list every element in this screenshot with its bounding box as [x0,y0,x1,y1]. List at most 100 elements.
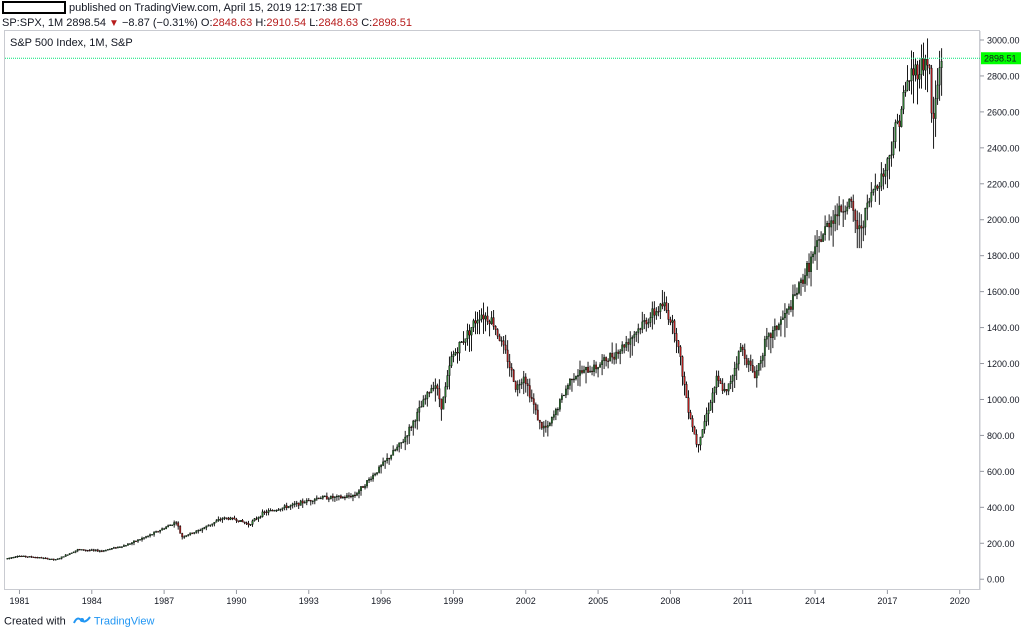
candle-body [319,497,322,500]
candle-body [569,378,571,386]
candle-body [386,458,389,461]
candle-body [890,154,893,156]
candle-body [669,319,672,323]
candle-body [767,333,770,337]
candle-body [633,334,636,338]
candle-body [603,357,606,361]
candle-body [894,122,897,142]
candle-body [125,545,127,547]
candle-body [711,392,714,403]
high-label: H: [255,17,267,29]
candles-layer [6,38,943,561]
open-label: O: [200,17,213,29]
candle-body [607,360,610,362]
candle-body [613,356,616,360]
candle-body [910,68,913,82]
candle-body [820,239,822,242]
candle-body [305,499,308,503]
candle-body [396,446,399,451]
candle-body [114,547,117,549]
candle-body [655,311,658,316]
candle-body [428,392,431,394]
candle-body [129,543,131,545]
candle-body [414,420,417,422]
price-axis[interactable]: 0.00 200.00 400.00 600.00 800.00 1000.00 1200.… [979,31,1020,590]
candle-body [52,558,55,560]
candle-body [191,532,194,534]
candle-body [581,370,583,373]
time-tick-label: 2014 [805,596,825,606]
candle-body [651,308,654,318]
candle-body [848,198,851,208]
candle-body [665,302,668,311]
candle-body [842,211,845,213]
time-tick-label: 1990 [226,596,246,606]
candle-body [229,517,232,520]
candle-body [743,349,746,359]
candle-body [888,155,891,159]
candle-body [552,414,555,418]
candle-body [78,549,81,551]
time-tick-label: 1999 [443,596,463,606]
price-tick-label: 2000.00 [987,215,1020,225]
candle-body [649,317,652,323]
candle-body [80,549,83,551]
candle-body [287,506,290,509]
candle-body [434,385,437,389]
candle-body [500,340,503,342]
candle-body [149,534,151,537]
candle-body [235,519,238,521]
tradingview-brand[interactable]: TradingView [93,615,155,628]
candle-body [153,532,155,535]
candle-body [597,367,599,370]
candle-body [42,557,45,559]
candle-body [816,240,818,247]
candle-body [838,205,841,217]
candle-body [267,510,270,513]
candle-body [394,449,397,451]
candle-body [663,302,666,307]
candle-body [438,388,441,400]
candle-body [880,173,883,187]
candle-body [828,223,831,228]
price-tick-label: 3000.00 [987,35,1020,45]
candle-body [92,549,95,551]
candle-body [912,68,915,76]
candle-body [74,550,77,553]
price-tick-label: 800.00 [987,431,1015,441]
candle-body [605,357,608,362]
candle-body [117,546,119,549]
candle-body [518,384,521,386]
candle-body [922,58,925,71]
candle-body [884,169,887,177]
candle-body [289,504,292,507]
candle-body [205,525,208,528]
candle-body [834,214,837,224]
candle-body [392,450,395,456]
candle-body [709,402,712,411]
candle-body [715,375,718,388]
candle-body [259,516,262,518]
candle-body [344,496,346,499]
candle-body [209,524,212,526]
candle-body [299,500,302,506]
time-axis[interactable]: 1981 1984 1987 1990 1993 1996 1999 2002 2005 2008… [9,590,970,606]
candle-body [390,455,393,459]
candle-body [24,555,27,557]
time-tick-label: 2011 [733,596,752,606]
candle-body [50,558,53,560]
candle-body [924,58,927,71]
candle-body [554,409,557,415]
candle-body [794,294,796,296]
candle-body [58,558,61,560]
candle-body [782,317,784,320]
candle-body [563,394,565,397]
candle-body [508,361,511,368]
candle-body [926,58,929,66]
symbol-ohlc-bar: SP:SPX, 1M 2898.54 ▼ −8.87 (−0.31%) O:28… [2,15,412,31]
candle-body [426,392,429,399]
candle-body [406,435,409,438]
candle-body [745,358,748,365]
candle-body [295,502,298,505]
